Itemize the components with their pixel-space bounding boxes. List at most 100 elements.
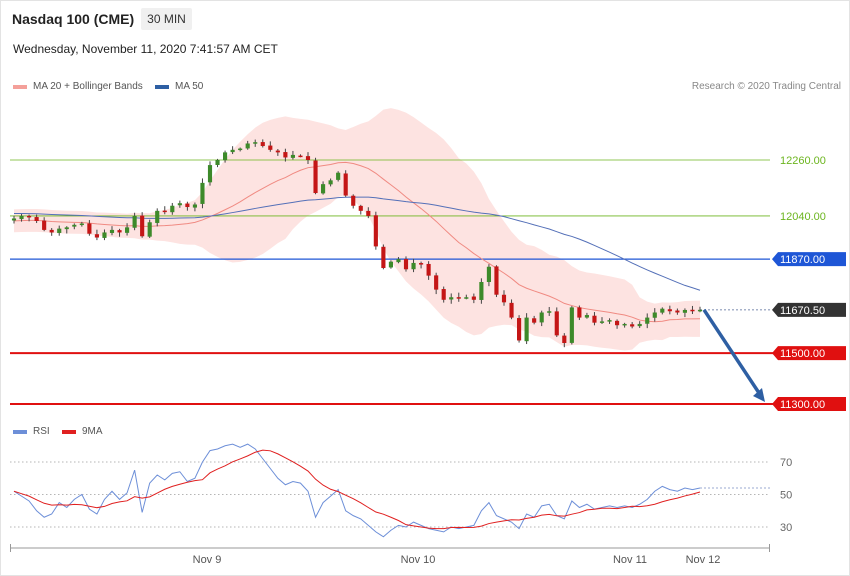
level-label-text: 12040.00 [780,211,826,223]
instrument-title: Nasdaq 100 (CME) [12,11,135,27]
candle-down [366,210,371,216]
level-label-text: 11670.50 [780,305,825,317]
candle-down [34,217,39,221]
candle-up [622,323,627,326]
candle-up [569,307,574,343]
candle-up [19,215,24,220]
candle-down [554,311,559,336]
candle-up [215,160,220,166]
candle-up [388,261,393,268]
candle-down [117,230,122,233]
candle-up [637,323,642,327]
candle-up [79,223,84,226]
candle-up [464,297,469,299]
level-label-text: 11870.00 [780,254,825,266]
candle-up [238,148,243,151]
ma20-legend-label: MA 20 + Bollinger Bands [33,81,143,92]
candle-down [260,142,265,147]
candle-down [373,215,378,247]
candle-down [615,320,620,326]
candle-down [305,156,311,160]
candle-up [328,180,333,185]
candle-down [381,246,386,269]
candle-down [351,195,356,206]
level-label-tag [772,302,846,317]
candle-down [94,234,99,238]
candle-up [170,205,175,213]
candle-down [275,150,280,153]
ma50-swatch [155,84,169,89]
x-tick-label: Nov 9 [193,554,222,566]
candle-up [125,227,130,233]
candle-down [592,315,597,323]
candle-down [517,318,522,341]
candle-up [486,266,491,282]
candle-up [645,317,650,324]
candle-down [509,302,514,318]
candle-down [675,310,680,313]
projection-arrow-line [702,308,763,397]
candle-down [630,324,635,327]
candle-down [283,152,288,158]
candle-up [147,222,152,237]
candle-up [102,232,107,238]
timeframe-badge[interactable]: 30 MIN [141,8,192,30]
rsi-legend-9ma: 9MA [62,426,103,437]
candle-down [343,173,348,196]
candle-down [358,205,363,211]
rsi-9ma-line [13,449,701,530]
candle-up [177,203,182,206]
price-legend-ma20: MA 20 + Bollinger Bands [13,81,143,92]
level-label-text: 12260.00 [780,155,826,167]
candle-up [132,215,137,228]
rsi-tick-label: 30 [780,522,792,534]
level-label-text: 11500.00 [780,348,825,360]
rsi-tick-label: 50 [780,490,792,502]
candle-down [690,309,695,312]
candle-down [562,335,567,343]
x-tick-label: Nov 12 [686,554,721,566]
candle-down [42,220,47,230]
bollinger-bands [14,108,700,351]
candle-up [682,309,687,313]
level-label-text: 11300.00 [780,399,825,411]
level-label-tag [772,346,846,361]
candle-up [245,143,250,149]
candle-up [524,317,529,342]
candle-up [192,204,197,208]
report-datetime: Wednesday, November 11, 2020 7:41:57 AM … [13,42,278,56]
candle-up [584,315,589,318]
candle-down [456,297,461,299]
ma50-line [13,196,701,291]
rsi-tick-label: 70 [780,457,792,469]
candle-up [411,262,416,270]
candle-up [660,308,665,313]
candle-up [155,210,160,223]
candle-down [185,203,190,208]
candle-down [162,210,167,213]
candle-up [539,312,544,323]
candle-up [607,320,612,322]
candle-down [501,294,507,303]
candle-up [207,165,213,183]
candle-down [313,160,318,194]
x-tick-label: Nov 10 [401,554,436,566]
candle-up [321,184,326,194]
candle-up [547,311,552,313]
candle-down [49,229,54,233]
candle-up [697,309,703,312]
candle-up [11,218,17,221]
candle-up [109,229,115,233]
ma20-line [13,161,701,323]
candle-up [57,228,62,233]
candle-down [434,275,439,290]
rsi-line [13,443,701,538]
candle-up [652,312,657,318]
candle-down [471,296,476,300]
level-label-tag [772,397,846,411]
price-levels [10,159,775,405]
ma50-legend-label: MA 50 [175,81,204,92]
candle-up [200,182,205,204]
candle-up [479,282,484,300]
